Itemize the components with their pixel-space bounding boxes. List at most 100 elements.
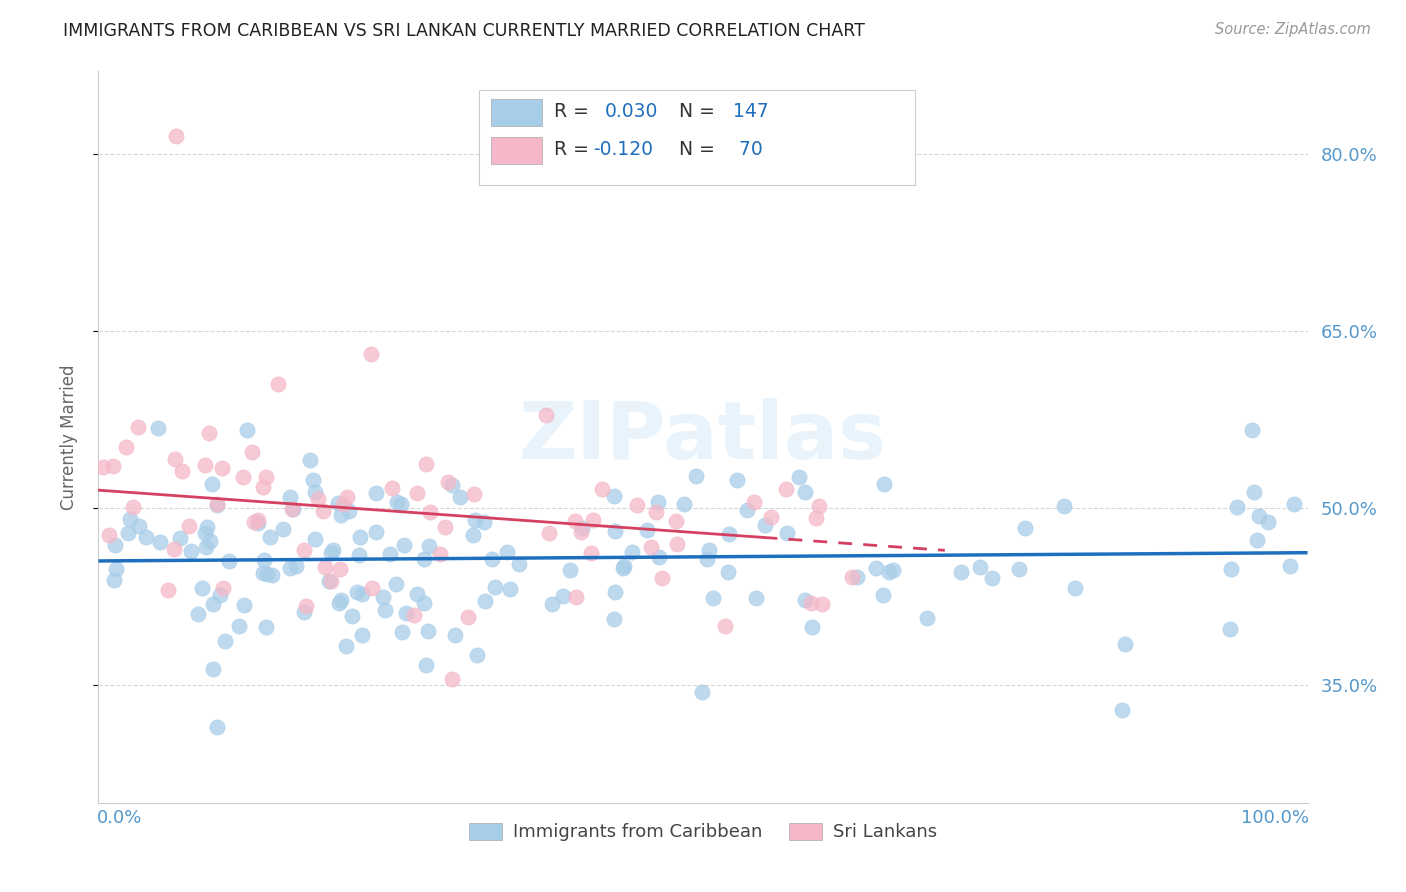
Point bbox=[252, 566, 274, 580]
Point bbox=[195, 540, 218, 554]
Point bbox=[135, 530, 157, 544]
Point bbox=[949, 566, 972, 580]
Point bbox=[318, 574, 340, 588]
Point bbox=[374, 603, 396, 617]
Point bbox=[201, 597, 224, 611]
Point bbox=[735, 503, 758, 517]
Text: 0.030: 0.030 bbox=[605, 102, 658, 121]
Point bbox=[725, 474, 748, 488]
Point bbox=[177, 519, 200, 533]
Point bbox=[335, 639, 357, 653]
Point bbox=[969, 560, 991, 574]
Point bbox=[800, 596, 823, 610]
Text: Source: ZipAtlas.com: Source: ZipAtlas.com bbox=[1215, 22, 1371, 37]
Point bbox=[713, 618, 735, 632]
Point bbox=[441, 672, 464, 686]
Point bbox=[172, 464, 194, 478]
Point bbox=[240, 444, 263, 458]
FancyBboxPatch shape bbox=[492, 137, 543, 164]
Point bbox=[845, 570, 868, 584]
Point bbox=[1257, 515, 1279, 529]
Point bbox=[163, 541, 186, 556]
Point bbox=[651, 570, 673, 584]
Point bbox=[371, 591, 394, 605]
Point bbox=[612, 561, 634, 575]
Point bbox=[201, 477, 224, 491]
Point bbox=[449, 491, 471, 505]
Text: 0.0%: 0.0% bbox=[97, 809, 142, 827]
Point bbox=[873, 477, 896, 491]
Point bbox=[285, 558, 308, 573]
Point bbox=[564, 514, 586, 528]
Point bbox=[696, 551, 718, 566]
Point bbox=[465, 648, 488, 662]
Point bbox=[665, 514, 688, 528]
Point bbox=[328, 596, 350, 610]
Point bbox=[252, 479, 274, 493]
Point bbox=[281, 501, 304, 516]
Point bbox=[811, 597, 834, 611]
Point bbox=[702, 591, 724, 605]
Point bbox=[429, 547, 451, 561]
Point bbox=[413, 552, 436, 566]
Point bbox=[1063, 581, 1085, 595]
Point bbox=[461, 528, 484, 542]
Point bbox=[437, 475, 460, 489]
Point bbox=[128, 519, 150, 533]
Point bbox=[1278, 558, 1301, 573]
Point bbox=[332, 498, 354, 512]
Point bbox=[877, 565, 900, 579]
Text: 100.0%: 100.0% bbox=[1240, 809, 1309, 827]
Point bbox=[536, 408, 558, 422]
Point bbox=[91, 460, 114, 475]
Point bbox=[391, 625, 413, 640]
Point bbox=[104, 562, 127, 576]
Point bbox=[640, 541, 662, 555]
Point bbox=[120, 511, 142, 525]
Point bbox=[195, 520, 218, 534]
Point bbox=[558, 563, 581, 577]
Point bbox=[336, 491, 359, 505]
Point bbox=[207, 497, 229, 511]
Point bbox=[434, 520, 457, 534]
Text: -0.120: -0.120 bbox=[593, 140, 652, 159]
Point bbox=[565, 590, 588, 604]
Point bbox=[378, 547, 401, 561]
Point bbox=[672, 497, 695, 511]
Point bbox=[165, 129, 187, 144]
Point bbox=[457, 609, 479, 624]
Point bbox=[391, 496, 413, 510]
Point bbox=[648, 549, 671, 564]
Text: 70: 70 bbox=[734, 140, 763, 159]
Point bbox=[582, 513, 605, 527]
Point bbox=[440, 477, 463, 491]
Point bbox=[419, 505, 441, 519]
Point bbox=[254, 470, 277, 484]
Point bbox=[865, 560, 887, 574]
Point bbox=[278, 560, 301, 574]
Point bbox=[259, 530, 281, 544]
Point bbox=[1111, 703, 1133, 717]
Point bbox=[775, 482, 797, 496]
Legend: Immigrants from Caribbean, Sri Lankans: Immigrants from Caribbean, Sri Lankans bbox=[463, 815, 943, 848]
Point bbox=[364, 486, 387, 500]
Point bbox=[1249, 509, 1271, 524]
Point bbox=[201, 662, 224, 676]
Point bbox=[402, 607, 425, 622]
Point bbox=[352, 627, 374, 641]
Point bbox=[214, 634, 236, 648]
Point bbox=[621, 545, 644, 559]
Point bbox=[496, 545, 519, 559]
Point bbox=[346, 585, 368, 599]
Point bbox=[329, 593, 352, 607]
Point bbox=[443, 628, 465, 642]
Point bbox=[307, 491, 329, 506]
Point bbox=[228, 619, 250, 633]
Point bbox=[347, 548, 370, 562]
Point bbox=[246, 513, 269, 527]
Point bbox=[352, 586, 374, 600]
Point bbox=[415, 457, 437, 471]
Point bbox=[205, 720, 228, 734]
Point bbox=[481, 552, 503, 566]
Point bbox=[1008, 562, 1031, 576]
